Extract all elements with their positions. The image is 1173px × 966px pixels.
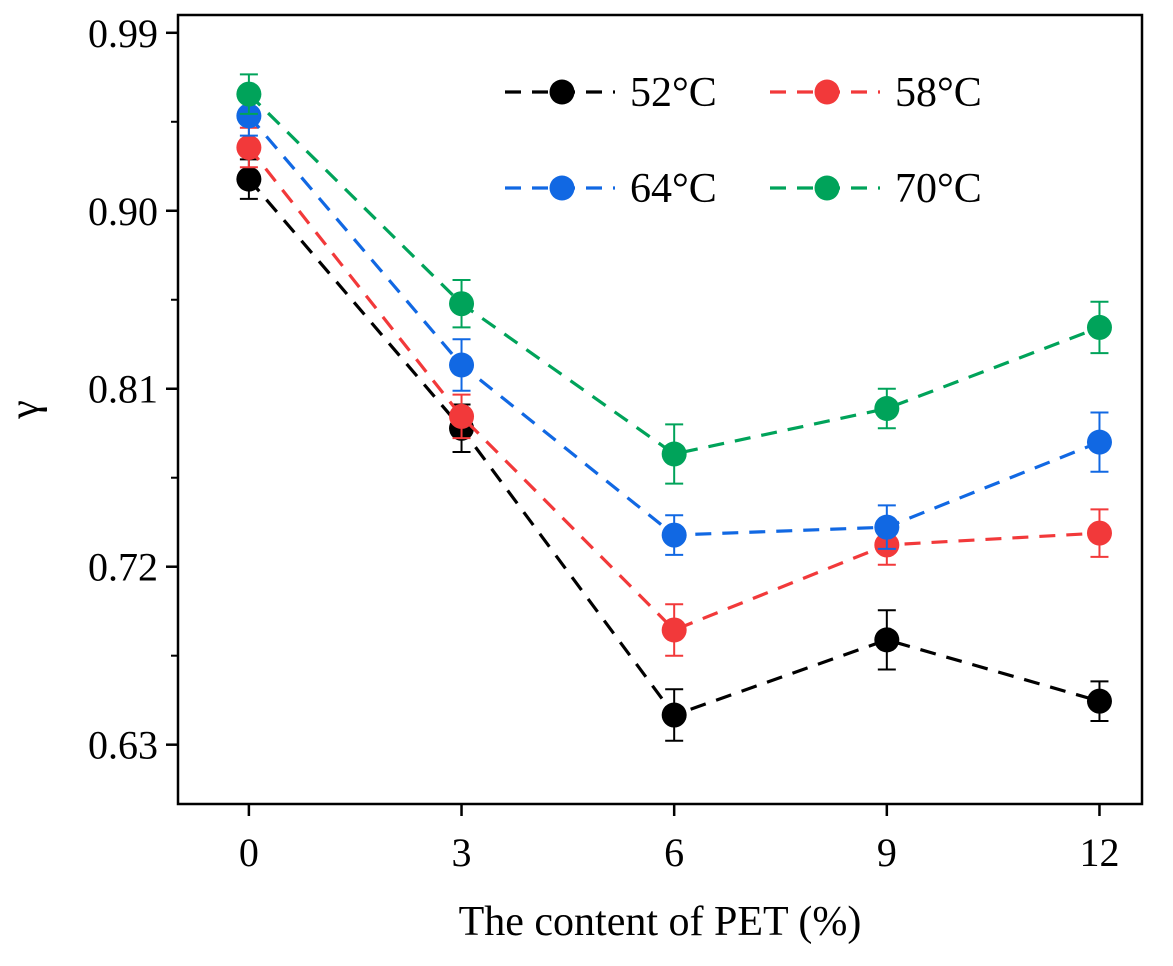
x-tick-label: 0 [239, 830, 259, 875]
legend: 52°C 58°C 64°C 70°C [505, 70, 982, 212]
series-64°C [236, 95, 1112, 556]
x-tick-label: 9 [877, 830, 897, 875]
legend-item: 52°C [505, 70, 717, 116]
series-58°C [236, 126, 1112, 657]
data-point [661, 522, 687, 548]
data-point [661, 702, 687, 728]
y-tick-label: 0.81 [88, 367, 158, 412]
data-point [1086, 688, 1112, 714]
x-tick-label: 12 [1079, 830, 1119, 875]
y-tick-label: 0.72 [88, 545, 158, 590]
data-point [661, 441, 687, 467]
series-70°C [236, 73, 1112, 485]
data-point [874, 627, 900, 653]
axes-layer: 0 3 6 9 12 0.63 0.72 0.81 0.90 0.99 [88, 11, 1144, 875]
legend-label: 64°C [630, 166, 717, 212]
data-point [449, 352, 475, 378]
legend-label: 70°C [895, 166, 982, 212]
data-point [449, 403, 475, 429]
data-point [236, 103, 262, 129]
data-point [236, 134, 262, 160]
data-point [1086, 314, 1112, 340]
series-line [247, 92, 1101, 456]
legend-marker [814, 175, 840, 201]
series-line [247, 146, 1100, 632]
plot-frame [176, 13, 1144, 806]
data-point [1086, 429, 1112, 455]
y-tick-label: 0.63 [88, 723, 158, 768]
legend-marker [549, 79, 575, 105]
legend-item: 58°C [770, 70, 982, 116]
x-tick-label: 3 [452, 830, 472, 875]
data-point [236, 81, 262, 107]
data-point [1086, 520, 1112, 546]
data-point [874, 514, 900, 540]
y-tick-label: 0.90 [88, 189, 158, 234]
x-tick-label: 6 [664, 830, 684, 875]
data-point [449, 291, 475, 317]
y-tick-label: 0.99 [88, 11, 158, 56]
data-point [874, 396, 900, 422]
legend-item: 64°C [505, 166, 717, 212]
series-layer [236, 73, 1112, 742]
data-point [236, 166, 262, 192]
legend-label: 58°C [895, 70, 982, 116]
legend-item: 70°C [770, 166, 982, 212]
data-point [661, 617, 687, 643]
y-axis-title: γ [2, 400, 48, 420]
legend-marker [814, 79, 840, 105]
x-axis-title: The content of PET (%) [459, 899, 862, 945]
legend-marker [549, 175, 575, 201]
legend-label: 52°C [630, 70, 717, 116]
